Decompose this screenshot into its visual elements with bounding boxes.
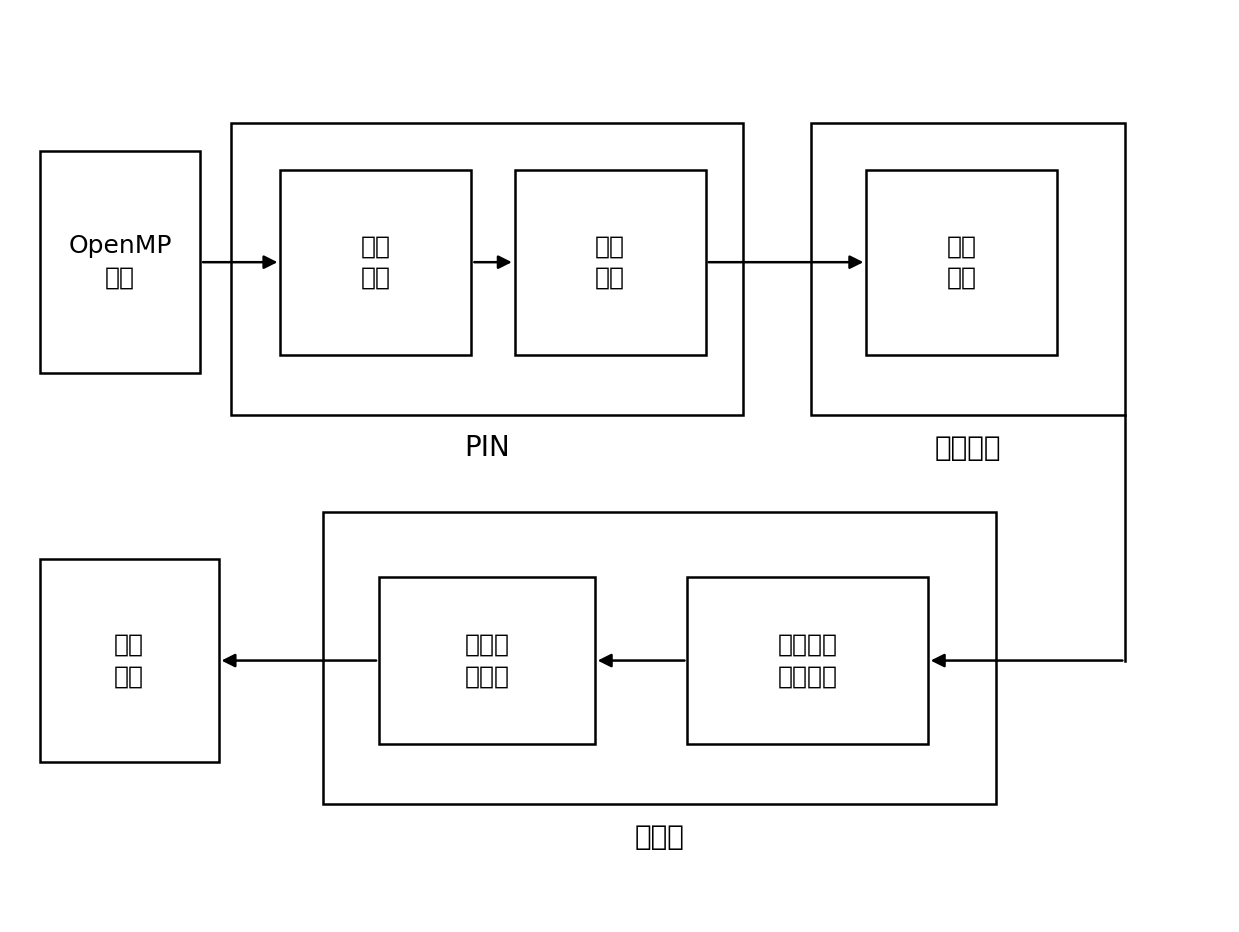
Text: 数据
竞争: 数据 竞争 xyxy=(114,633,144,689)
Text: 过滤
模块: 过滤 模块 xyxy=(361,234,390,290)
Bar xyxy=(40,151,201,374)
Text: 文件系统: 文件系统 xyxy=(934,433,1001,461)
Bar xyxy=(514,170,706,355)
Bar xyxy=(323,513,996,804)
Text: 向量时钟
计算模块: 向量时钟 计算模块 xyxy=(778,633,838,689)
Bar xyxy=(230,123,743,415)
Text: 解析器: 解析器 xyxy=(634,823,684,851)
Text: 并行检
测模块: 并行检 测模块 xyxy=(465,633,509,689)
Text: OpenMP
程序: OpenMP 程序 xyxy=(68,234,172,290)
Bar xyxy=(866,170,1057,355)
Text: PIN: PIN xyxy=(465,433,509,461)
Bar xyxy=(40,558,218,762)
Bar xyxy=(810,123,1125,415)
Bar xyxy=(688,577,928,744)
Bar xyxy=(280,170,472,355)
Text: 记录
模块: 记录 模块 xyxy=(595,234,626,290)
Text: 记录
文件: 记录 文件 xyxy=(947,234,976,290)
Bar xyxy=(379,577,595,744)
